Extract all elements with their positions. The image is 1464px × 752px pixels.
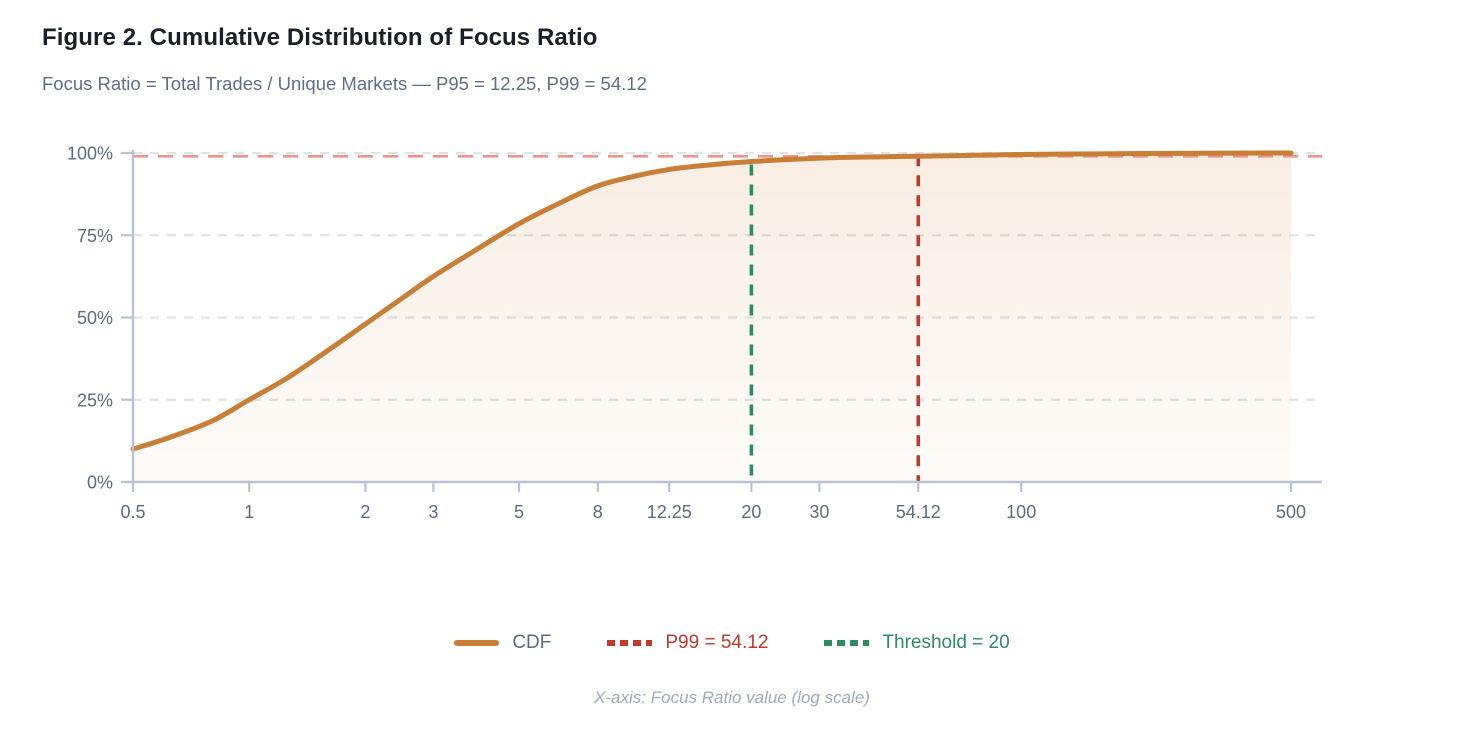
svg-text:100%: 100% — [67, 144, 113, 164]
svg-text:2: 2 — [360, 502, 370, 522]
x-axis-footnote: X-axis: Focus Ratio value (log scale) — [594, 688, 870, 707]
svg-text:1: 1 — [244, 502, 254, 522]
svg-text:20: 20 — [741, 502, 761, 522]
legend-item-p99: P99 = 54.12 — [607, 632, 768, 654]
svg-text:0.5: 0.5 — [120, 502, 145, 522]
legend-item-threshold: Threshold = 20 — [824, 632, 1010, 654]
svg-text:54.12: 54.12 — [896, 502, 941, 522]
cdf-chart: 0% 25% 50% 75% 100% 0.5 1 2 3 5 8 12.25 20 30 54.12 100… — [0, 118, 1464, 548]
legend-item-cdf: CDF — [454, 632, 551, 654]
figure-title: Figure 2. Cumulative Distribution of Foc… — [42, 24, 598, 51]
svg-text:8: 8 — [593, 502, 603, 522]
svg-text:25%: 25% — [77, 390, 113, 410]
svg-text:3: 3 — [428, 502, 438, 522]
threshold-dashed-swatch — [824, 640, 870, 646]
legend-label-p99: P99 = 54.12 — [665, 632, 769, 653]
svg-text:75%: 75% — [77, 226, 113, 246]
svg-text:500: 500 — [1276, 502, 1306, 522]
legend-label-threshold: Threshold = 20 — [882, 632, 1010, 653]
legend-label-cdf: CDF — [512, 632, 552, 653]
svg-text:50%: 50% — [77, 308, 113, 328]
cdf-chart-canvas: 0% 25% 50% 75% 100% 0.5 1 2 3 5 8 12.25 20 30 54.12 100… — [67, 144, 1322, 522]
svg-text:0%: 0% — [87, 473, 113, 493]
svg-text:5: 5 — [514, 502, 524, 522]
svg-text:12.25: 12.25 — [647, 502, 692, 522]
chart-legend: CDF P99 = 54.12 Threshold = 20 — [0, 632, 1464, 654]
figure-subtitle: Focus Ratio = Total Trades / Unique Mark… — [42, 73, 647, 94]
svg-text:100: 100 — [1006, 502, 1036, 522]
cdf-line-swatch — [454, 640, 500, 646]
svg-text:30: 30 — [809, 502, 829, 522]
p99-dashed-swatch — [607, 640, 653, 646]
